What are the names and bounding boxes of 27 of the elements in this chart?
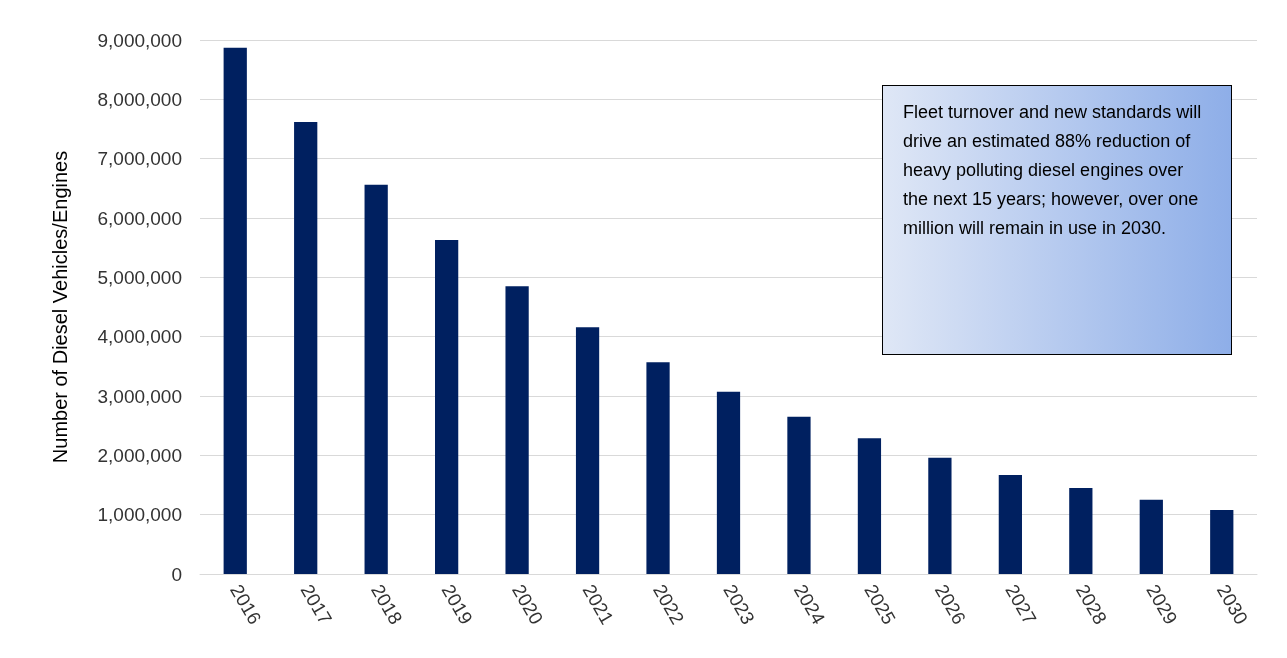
y-axis-title: Number of Diesel Vehicles/Engines [49, 150, 71, 464]
y-tick-label: 2,000,000 [97, 444, 182, 466]
bar [1069, 487, 1093, 574]
y-tick-label: 4,000,000 [97, 326, 182, 348]
bar [364, 184, 388, 574]
bar [223, 47, 247, 574]
bar [857, 438, 882, 574]
y-tick-label: 5,000,000 [97, 266, 182, 288]
bar [1210, 509, 1234, 574]
bar [435, 239, 459, 574]
note-box: Fleet turnover and new standards will drive an estimated 88% reduction of heavy polluting diesel engines over the next 15 years; however, over one million will remain in use in 2030. [882, 85, 1232, 355]
bar [646, 362, 670, 574]
bar [928, 457, 952, 574]
bar [998, 474, 1022, 574]
bar [575, 327, 600, 574]
y-tick-label: 7,000,000 [97, 148, 182, 170]
y-tick-label: 6,000,000 [97, 207, 182, 229]
bar [1139, 499, 1163, 574]
bar [716, 391, 741, 574]
y-tick-label: 9,000,000 [97, 29, 182, 51]
bar [505, 286, 529, 574]
bar [294, 121, 318, 574]
bar [787, 416, 811, 574]
y-tick-label: 3,000,000 [97, 385, 182, 407]
y-tick-label: 0 [171, 563, 182, 585]
y-tick-label: 1,000,000 [97, 504, 182, 526]
y-tick-label: 8,000,000 [97, 88, 182, 110]
